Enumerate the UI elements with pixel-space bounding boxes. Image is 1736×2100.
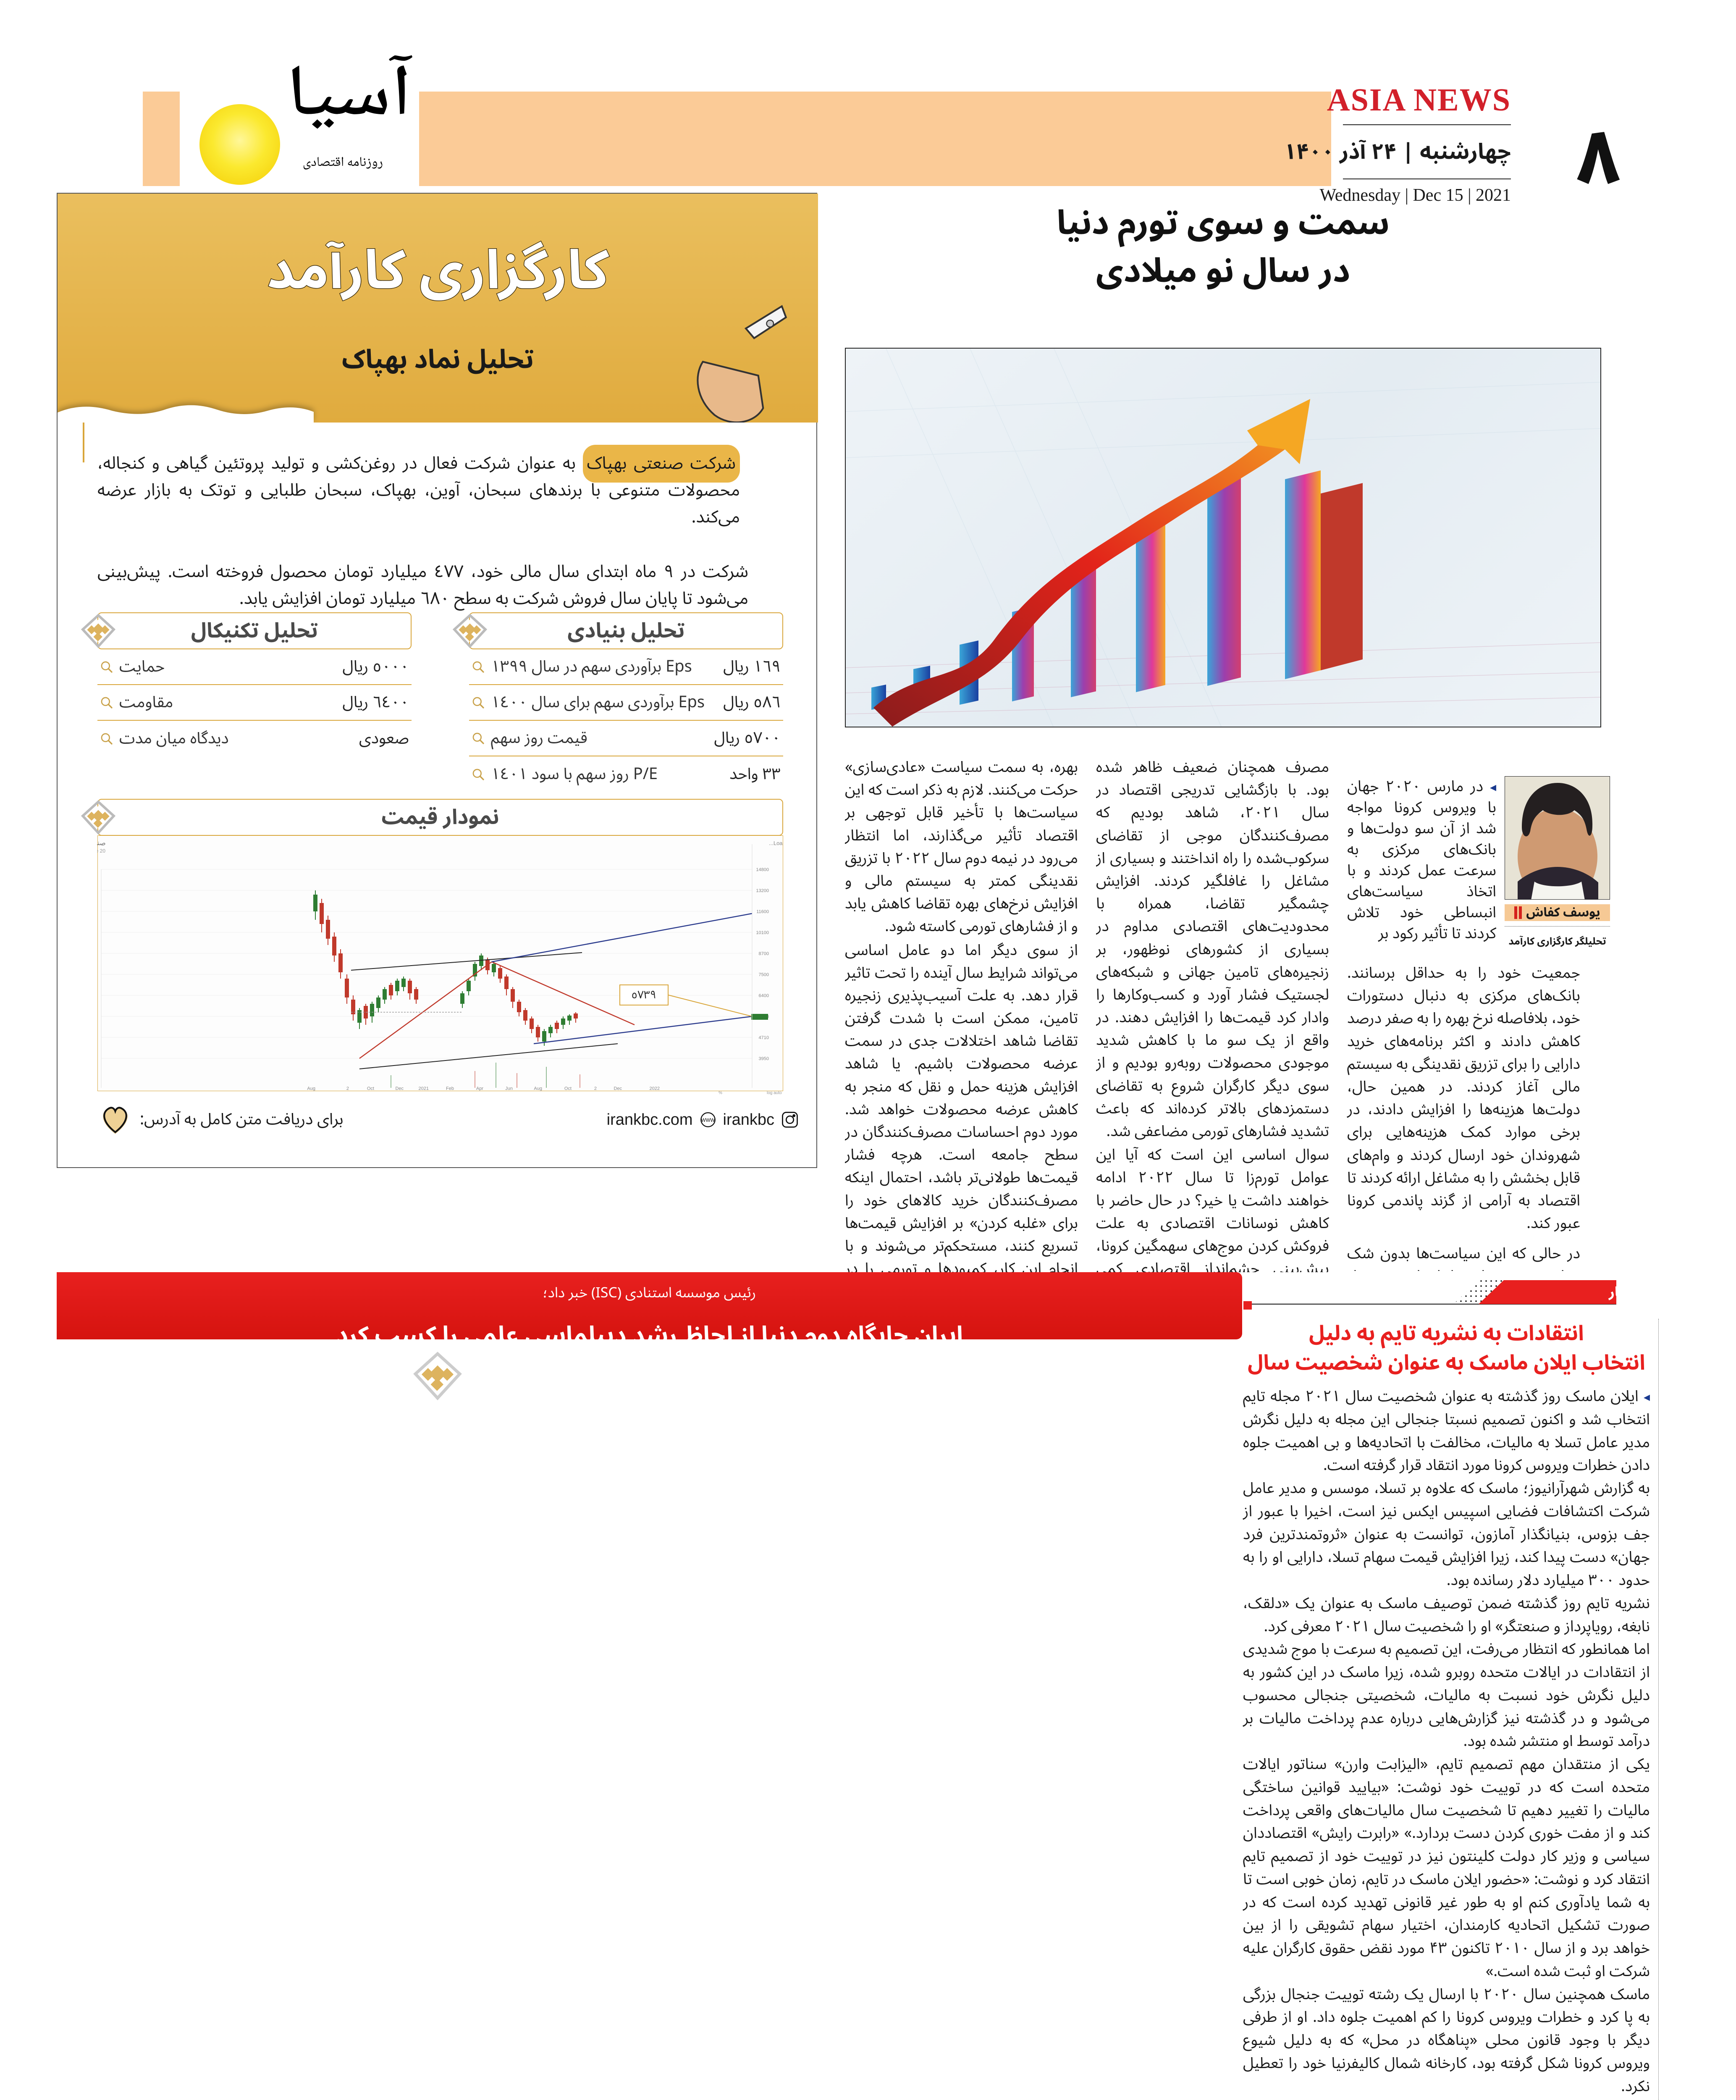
svg-text:Apr: Apr xyxy=(476,1086,483,1091)
svg-text:13200: 13200 xyxy=(756,888,769,893)
svg-text:Oct: Oct xyxy=(367,1086,374,1091)
svg-text:3950: 3950 xyxy=(759,1056,769,1061)
svg-text:7500: 7500 xyxy=(759,972,769,977)
svg-text:10100: 10100 xyxy=(756,930,769,935)
svg-text:٥٧٣٩: ٥٧٣٩ xyxy=(631,984,656,1007)
svg-text:2: 2 xyxy=(594,1086,597,1091)
svg-text:%: % xyxy=(719,1091,722,1095)
svg-text:2021: 2021 xyxy=(419,1086,429,1091)
svg-text:8700: 8700 xyxy=(759,951,769,956)
svg-text:log auto: log auto xyxy=(767,1091,782,1095)
svg-text:Aug: Aug xyxy=(534,1086,542,1091)
svg-text:6400: 6400 xyxy=(759,993,769,998)
svg-text:Oct: Oct xyxy=(564,1086,572,1091)
svg-text:Feb: Feb xyxy=(446,1086,454,1091)
svg-text:Jun: Jun xyxy=(505,1086,513,1091)
svg-text:Loading...: Loading... xyxy=(769,840,783,846)
svg-text:Dec: Dec xyxy=(614,1086,622,1091)
svg-text:11600: 11600 xyxy=(756,909,769,914)
svg-text:2: 2 xyxy=(346,1086,349,1091)
svg-text:Volume 20 ...: Volume 20 ... xyxy=(97,848,105,854)
svg-text:Dec: Dec xyxy=(395,1086,404,1091)
svg-text:WWW: WWW xyxy=(701,1118,715,1123)
svg-text:Aug: Aug xyxy=(307,1086,315,1091)
svg-text:14800: 14800 xyxy=(756,867,769,872)
svg-text:4710: 4710 xyxy=(759,1035,769,1040)
svg-text:2022: 2022 xyxy=(650,1086,660,1091)
svg-text:اخبار: اخبار xyxy=(1608,1280,1616,1304)
